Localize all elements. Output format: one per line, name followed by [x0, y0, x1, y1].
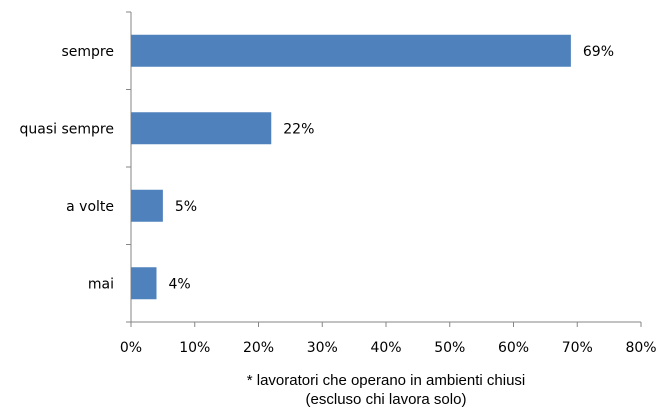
y-tick-label: a volte — [66, 199, 114, 215]
x-tick-label: 20% — [243, 340, 274, 356]
bar — [131, 189, 163, 222]
y-tick-label: mai — [88, 276, 114, 292]
y-tick-label: sempre — [62, 44, 115, 60]
value-label: 22% — [283, 121, 314, 137]
x-tick-label: 0% — [120, 340, 142, 356]
bar — [131, 267, 157, 300]
y-tick-label: quasi sempre — [20, 121, 114, 137]
value-label: 4% — [169, 276, 191, 292]
x-axis-label: * lavoratori che operano in ambienti chi… — [247, 372, 526, 389]
x-axis-label: (escluso chi lavora solo) — [306, 391, 467, 408]
bar — [131, 34, 571, 67]
bar — [131, 112, 272, 145]
x-tick-label: 70% — [562, 340, 593, 356]
x-tick-label: 10% — [179, 340, 210, 356]
x-tick-label: 80% — [625, 340, 656, 356]
x-tick-label: 50% — [434, 340, 465, 356]
value-label: 69% — [583, 44, 614, 60]
value-label: 5% — [175, 199, 197, 215]
x-tick-label: 40% — [370, 340, 401, 356]
x-tick-label: 30% — [307, 340, 338, 356]
x-tick-label: 60% — [498, 340, 529, 356]
